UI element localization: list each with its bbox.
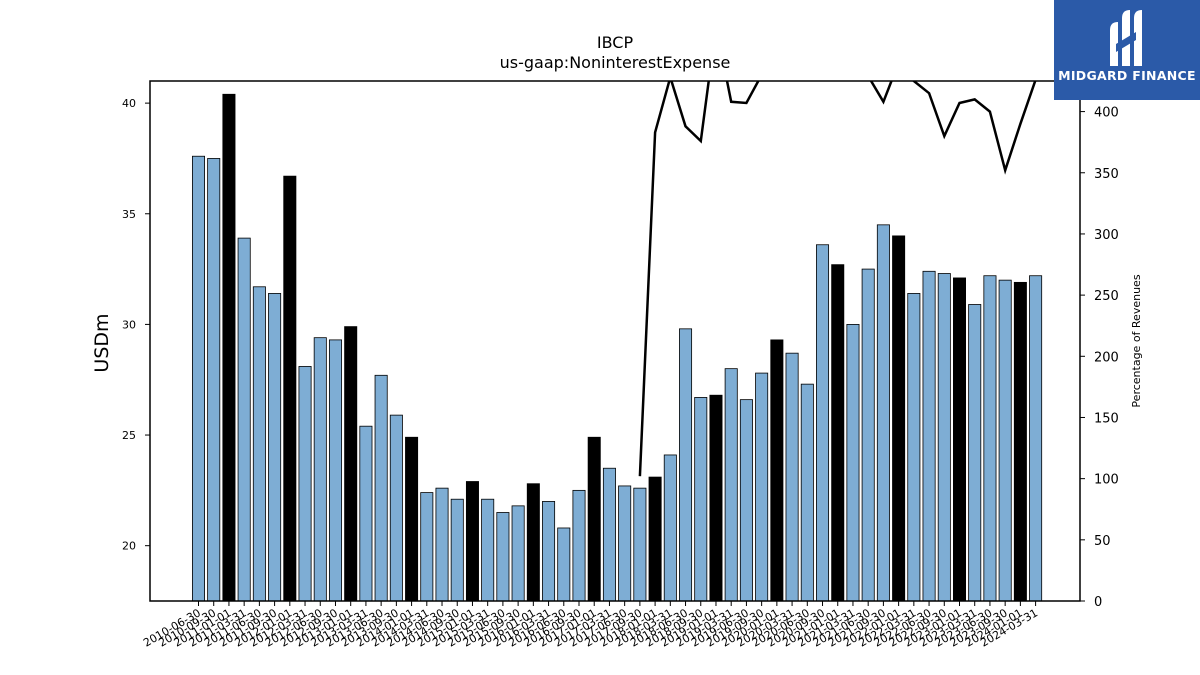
y2-tick-label: 350 [1094,167,1119,182]
chart-title: IBCP [597,33,634,52]
bar-2020-06-30 [800,383,814,602]
bar-2010-06-30 [191,155,205,602]
bar-2019-09-30 [755,372,769,602]
logo-mark-icon [1110,10,1142,66]
bar-2018-12-31 [709,394,723,602]
bar-2016-09-30 [572,489,586,602]
x-axis: 2010-06-302010-09-302011-01-012011-03-31… [141,601,1040,650]
bars-group [191,93,1043,602]
y2-tick-label: 250 [1094,289,1119,304]
plot-frame [149,80,1081,602]
bar-2020-03-31 [785,352,799,602]
bar-2013-03-31 [359,425,373,602]
y2-tick-label: 400 [1094,106,1119,121]
bar-2012-09-30 [328,339,342,602]
bar-2022-06-30 [922,270,936,602]
bar-2019-06-30 [739,399,753,602]
bar-2024-03-31 [1029,275,1043,602]
bar-2013-06-30 [374,374,388,602]
bar-2017-06-30 [618,485,632,602]
bar-2019-12-31 [770,339,784,602]
y-tick-label: 20 [122,540,136,553]
bar-2013-12-31 [405,436,419,602]
y2-tick-label: 200 [1094,350,1119,365]
bar-2017-09-30 [633,487,647,602]
bar-2022-09-30 [937,273,951,602]
y-tick-label: 30 [122,318,136,331]
bar-2020-09-30 [816,244,830,602]
bar-2018-09-30 [694,397,708,602]
y-tick-label: 35 [122,208,136,221]
bar-2023-12-31 [1013,281,1027,602]
bar-2011-09-30 [268,293,282,602]
bar-2016-12-31 [587,436,601,602]
bar-2020-12-31 [831,264,845,602]
bar-2016-06-30 [557,527,571,602]
bar-2011-12-31 [283,175,297,602]
bar-2014-03-31 [420,492,434,602]
y2-tick-label: 50 [1094,534,1111,549]
y2-tick-label: 100 [1094,473,1119,488]
bar-2021-09-30 [876,224,890,602]
ratio-line-group [638,81,1037,477]
bar-2023-09-30 [998,279,1012,602]
bar-2018-03-31 [663,454,677,602]
bar-2014-12-31 [465,481,479,602]
bar-2015-06-30 [496,512,510,602]
y-axis: 20 25 30 35 40 [122,97,150,553]
bar-2016-03-31 [542,501,556,602]
y2-tick-label: 300 [1094,228,1119,243]
bar-2011-06-30 [252,286,266,602]
bar-2022-03-31 [907,293,921,602]
bar-2011-03-31 [237,237,251,602]
bar-2015-09-30 [511,505,525,602]
bar-2019-03-31 [724,368,738,602]
y-tick-label: 40 [122,97,136,110]
bar-2012-12-31 [344,326,358,602]
bar-2013-09-30 [389,414,403,602]
bar-2021-03-31 [846,324,860,602]
bar-2012-03-31 [298,366,312,602]
bar-2014-06-30 [435,487,449,602]
bar-2023-03-31 [968,304,982,602]
bar-2021-06-30 [861,268,875,602]
bar-2014-09-30 [450,498,464,602]
bar-2010-09-30 [207,158,221,602]
y2-tick-label: 0 [1094,595,1102,610]
y-tick-label: 25 [122,429,136,442]
bar-2015-12-31 [526,483,540,602]
bar-2018-06-30 [679,328,693,602]
ratio-line [638,81,1037,477]
y-axis-label: USDm [91,313,113,372]
chart-subtitle: us-gaap:NoninterestExpense [500,53,731,72]
bar-2017-12-31 [648,476,662,602]
bar-2023-06-30 [983,275,997,602]
y2-axis-label: Percentage of Revenues [1130,274,1143,407]
bar-2012-06-30 [313,337,327,602]
bar-2015-03-31 [481,498,495,602]
logo-text: MIDGARD FINANCE [1058,68,1196,83]
y2-axis: 0 50 100 150 200 250 300 350 400 [1080,106,1119,610]
bar-2022-12-31 [953,277,967,602]
y2-tick-label: 150 [1094,411,1119,426]
bar-2021-12-31 [892,235,906,602]
bar-2017-03-31 [602,467,616,602]
midgard-finance-logo: MIDGARD FINANCE [1054,0,1200,100]
bar-2010-12-31 [222,93,236,602]
